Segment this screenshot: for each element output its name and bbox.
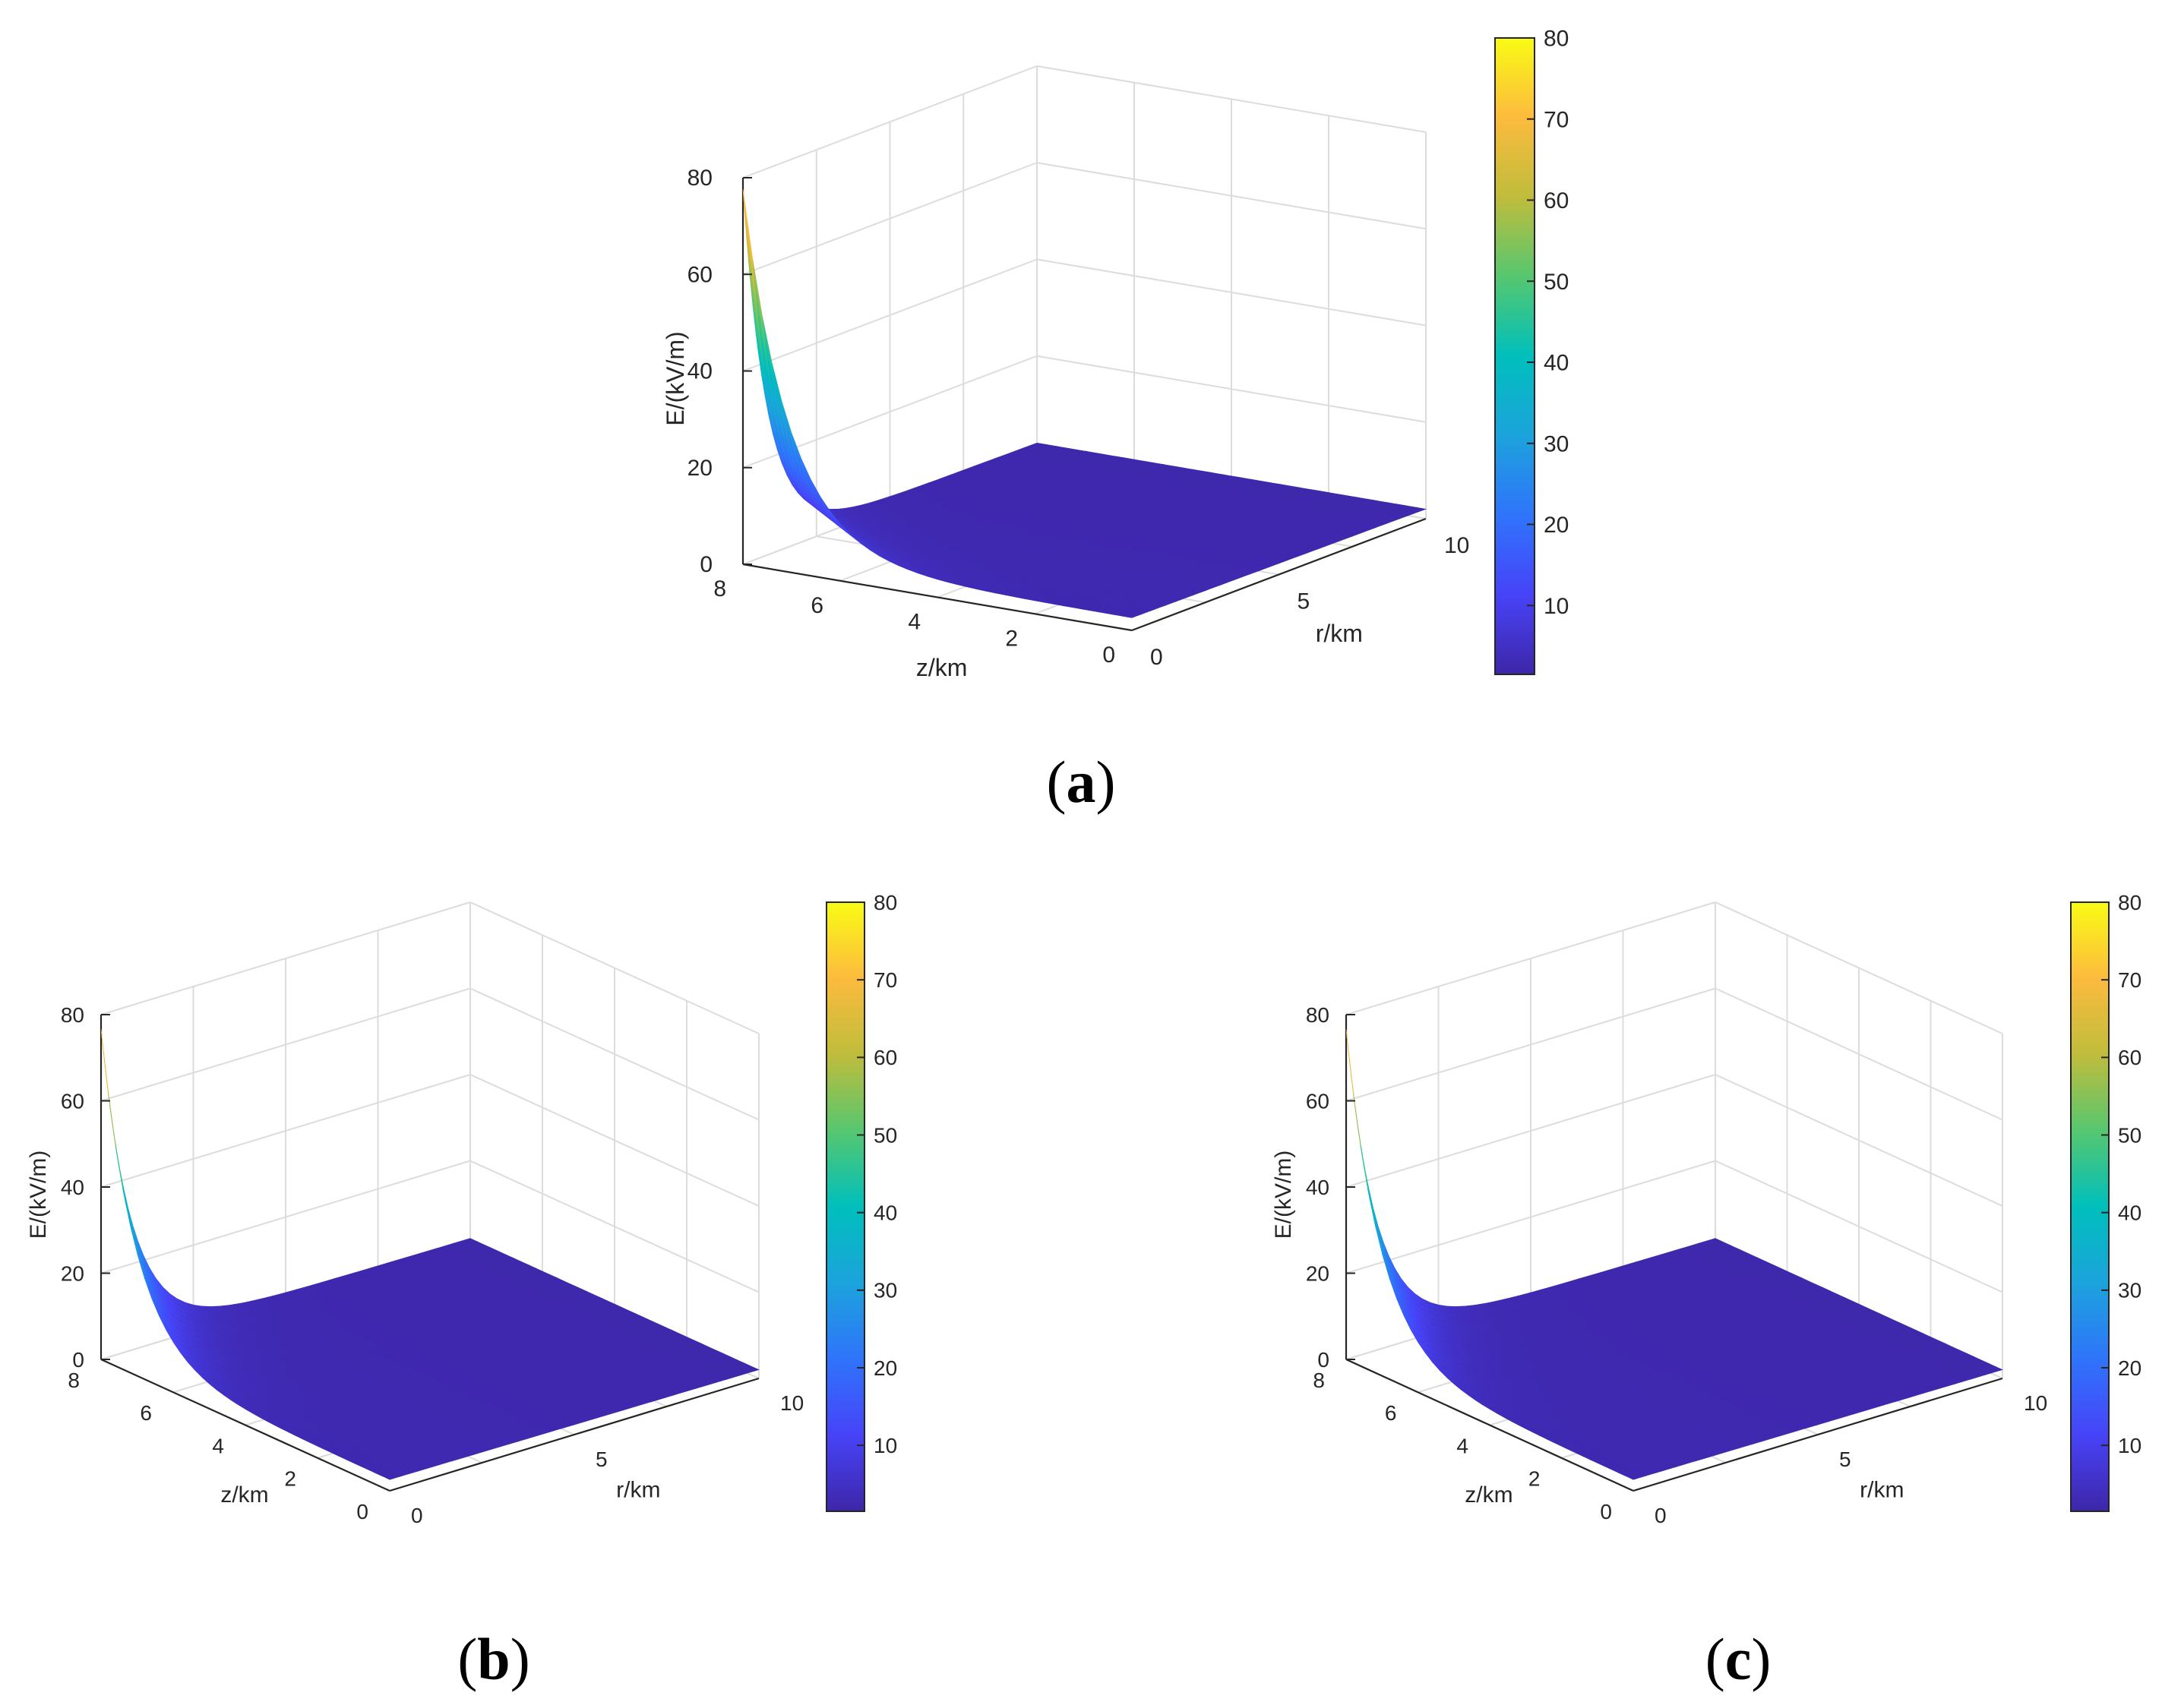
surface-patch bbox=[100, 1029, 109, 1095]
z-tick-label: 20 bbox=[61, 1262, 84, 1286]
x-axis-label: z/km bbox=[916, 654, 968, 681]
y-tick-label: 10 bbox=[1444, 533, 1469, 558]
colorbar-tick-label: 10 bbox=[1544, 594, 1569, 619]
z-tick-label: 60 bbox=[61, 1090, 84, 1113]
colorbar bbox=[1494, 37, 1535, 675]
x-tick-label: 2 bbox=[1005, 626, 1018, 651]
panel-a: 020406080024680510E/(kV/m)z/kmr/km102030… bbox=[662, 27, 1569, 682]
x-axis-label: z/km bbox=[220, 1482, 268, 1508]
colorbar-tick-label: 70 bbox=[874, 968, 897, 992]
x-tick-label: 0 bbox=[356, 1500, 368, 1523]
y-axis-label: r/km bbox=[616, 1478, 660, 1503]
colorbar-tick-label: 10 bbox=[874, 1434, 897, 1457]
colorbar-tick-label: 40 bbox=[1544, 351, 1569, 376]
y-tick-label: 0 bbox=[1150, 645, 1163, 670]
surface-patch bbox=[122, 1188, 131, 1225]
x-tick-label: 4 bbox=[212, 1434, 224, 1457]
x-tick-label: 6 bbox=[811, 593, 823, 618]
y-tick-label: 5 bbox=[1298, 589, 1310, 614]
z-tick-label: 60 bbox=[687, 262, 713, 287]
x-tick-label: 8 bbox=[713, 576, 726, 601]
z-tick-label: 0 bbox=[700, 552, 713, 577]
z-tick-label: 20 bbox=[687, 456, 713, 481]
colorbar bbox=[826, 901, 865, 1512]
y-axis-label: r/km bbox=[1316, 620, 1363, 647]
colorbar-tick-label: 30 bbox=[874, 1279, 897, 1302]
colorbar-tick-label: 50 bbox=[1544, 270, 1569, 295]
z-axis-label: E/(kV/m) bbox=[26, 1151, 51, 1239]
colorbar-tick-label: 60 bbox=[874, 1046, 897, 1069]
colorbar-tick-label: 40 bbox=[874, 1201, 897, 1224]
x-tick-label: 2 bbox=[284, 1467, 296, 1491]
y-tick-label: 10 bbox=[780, 1391, 804, 1415]
x-tick-label: 8 bbox=[68, 1369, 80, 1392]
colorbar-tick-label: 20 bbox=[1544, 513, 1569, 538]
z-tick-label: 40 bbox=[687, 359, 713, 384]
colorbar-tick-label: 20 bbox=[874, 1356, 897, 1380]
surface bbox=[742, 189, 1427, 618]
x-tick-label: 4 bbox=[908, 610, 921, 635]
y-tick-label: 0 bbox=[411, 1504, 423, 1527]
x-tick-label: 6 bbox=[140, 1401, 152, 1425]
x-tick-label: 0 bbox=[1102, 642, 1115, 668]
panel-b: 0 20 40 60 80 0 2 4 6 80 5 10 E/(kV/m) z/km r/km 10 20 30… bbox=[26, 891, 897, 1527]
colorbar-tick-label: 80 bbox=[874, 891, 897, 914]
surface bbox=[1345, 1029, 2003, 1480]
z-tick-label: 40 bbox=[61, 1176, 84, 1199]
z-tick-label: 80 bbox=[61, 1003, 84, 1027]
colorbar-tick-label: 30 bbox=[1544, 431, 1569, 456]
colorbar-tick-label: 60 bbox=[1544, 188, 1569, 213]
z-tick-label: 80 bbox=[687, 166, 713, 191]
z-axis-label: E/(kV/m) bbox=[662, 331, 689, 425]
y-tick-label: 5 bbox=[596, 1448, 608, 1471]
y-axis-line bbox=[1131, 517, 1427, 632]
x-axis-line bbox=[742, 563, 1133, 632]
colorbar-tick-label: 50 bbox=[874, 1123, 897, 1147]
colorbar-tick-label: 70 bbox=[1544, 107, 1569, 132]
colorbar-tick-label: 80 bbox=[1544, 27, 1569, 52]
surface bbox=[100, 1029, 760, 1480]
